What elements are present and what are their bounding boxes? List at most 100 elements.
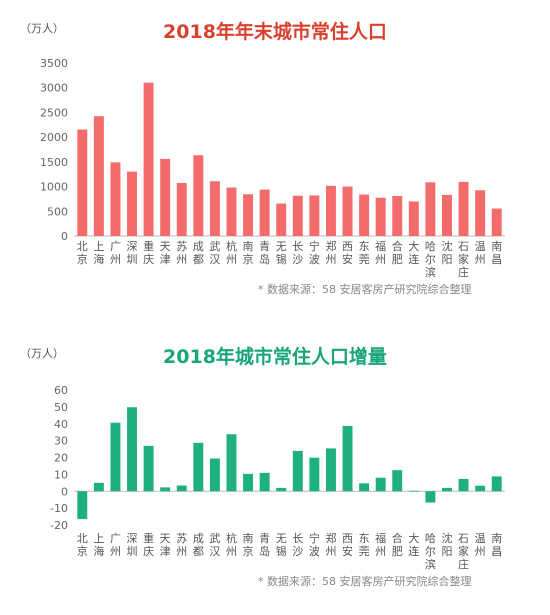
unit-label: （万人） — [20, 347, 64, 360]
category-label: 郑州 — [325, 239, 336, 266]
bar-南昌 — [491, 476, 502, 492]
bar-苏州 — [176, 485, 187, 492]
bar-哈尔滨 — [425, 182, 436, 236]
category-label: 成都 — [193, 532, 204, 558]
bar-北京 — [77, 129, 88, 236]
bar-温州 — [475, 485, 486, 492]
bar-东莞 — [359, 194, 370, 236]
category-label: 西安 — [342, 240, 353, 266]
bar-长沙 — [292, 450, 303, 492]
bar-南京 — [243, 473, 254, 492]
bar-广州 — [110, 162, 121, 236]
category-label: 沈阳 — [441, 239, 452, 266]
source-note: * 数据来源：58 安居客房产研究院综合整理 — [258, 282, 472, 296]
y-tick-label: -20 — [50, 519, 68, 532]
category-label: 长沙 — [292, 240, 303, 266]
bar-温州 — [475, 190, 486, 236]
bar-杭州 — [226, 187, 237, 236]
bar-广州 — [110, 422, 121, 492]
bar-杭州 — [226, 434, 237, 492]
y-tick-label: 30 — [54, 435, 68, 448]
category-label: 东莞 — [359, 240, 370, 266]
y-tick-label: 60 — [54, 384, 68, 397]
bar-福州 — [375, 197, 386, 236]
category-label: 福州 — [375, 531, 386, 558]
bar-宁波 — [309, 195, 320, 236]
bar-天津 — [160, 158, 171, 236]
y-tick-label: 1000 — [40, 181, 68, 194]
category-label: 杭州 — [226, 239, 237, 266]
category-label: 天津 — [160, 532, 171, 558]
category-label: 沈阳 — [441, 531, 452, 558]
category-label: 上海 — [93, 532, 104, 558]
bar-北京 — [77, 491, 88, 520]
bar-福州 — [375, 477, 386, 492]
source-note: * 数据来源：58 安居客房产研究院综合整理 — [258, 574, 472, 588]
category-label: 哈尔滨 — [425, 240, 436, 279]
category-label: 福州 — [375, 239, 386, 266]
category-label: 重庆 — [143, 239, 154, 266]
bar-无锡 — [276, 487, 287, 492]
category-label: 南京 — [243, 240, 254, 266]
category-label: 大连 — [408, 531, 419, 558]
bar-深圳 — [127, 407, 137, 492]
bar-青岛 — [259, 472, 270, 492]
category-label: 北京 — [77, 240, 88, 266]
category-label: 北京 — [77, 532, 88, 558]
y-tick-label: 2500 — [40, 106, 68, 119]
y-tick-label: 500 — [47, 205, 68, 218]
bar-长沙 — [292, 195, 303, 236]
bar-武汉 — [209, 181, 220, 236]
category-label: 温州 — [475, 532, 486, 558]
category-label: 合肥 — [392, 239, 403, 266]
chart-title: 2018年年末城市常住人口 — [163, 20, 387, 43]
bar-石家庄 — [458, 181, 469, 236]
category-label: 青岛 — [259, 240, 270, 266]
category-label: 广州 — [110, 240, 121, 266]
category-label: 深圳 — [127, 240, 138, 266]
bar-武汉 — [209, 458, 220, 492]
category-label: 哈尔滨 — [425, 532, 436, 571]
category-label: 石家庄 — [458, 240, 469, 279]
category-label: 重庆 — [143, 531, 154, 558]
y-tick-label: 20 — [54, 452, 68, 465]
bar-东莞 — [359, 483, 370, 492]
bar-无锡 — [276, 203, 287, 236]
y-tick-label: 3000 — [40, 82, 68, 95]
bar-大连 — [408, 201, 419, 236]
y-tick-label: 40 — [54, 418, 68, 431]
y-tick-label: 50 — [54, 401, 68, 414]
category-label: 无锡 — [276, 532, 287, 558]
bar-宁波 — [309, 457, 320, 492]
category-label: 西安 — [342, 532, 353, 558]
bar-沈阳 — [442, 194, 452, 236]
bar-天津 — [160, 487, 171, 492]
category-label: 郑州 — [325, 531, 336, 558]
category-label: 武汉 — [209, 240, 220, 266]
bar-南京 — [243, 194, 254, 236]
category-label: 深圳 — [127, 532, 138, 558]
bar-郑州 — [325, 448, 336, 492]
y-tick-label: 0 — [61, 230, 68, 243]
bar-西安 — [342, 425, 353, 492]
category-label: 上海 — [93, 240, 104, 266]
category-label: 天津 — [160, 240, 171, 266]
bar-成都 — [193, 442, 204, 492]
bar-沈阳 — [442, 487, 452, 492]
bar-合肥 — [392, 196, 403, 236]
category-label: 南昌 — [491, 532, 502, 558]
bar-南昌 — [491, 208, 502, 236]
category-label: 长沙 — [292, 532, 303, 558]
bar-深圳 — [127, 171, 137, 236]
category-label: 温州 — [475, 240, 486, 266]
bar-苏州 — [176, 183, 187, 236]
y-tick-label: -10 — [50, 502, 68, 515]
category-label: 大连 — [408, 239, 419, 266]
bar-石家庄 — [458, 478, 469, 492]
y-tick-label: 10 — [54, 468, 68, 481]
bar-上海 — [93, 116, 104, 236]
category-label: 宁波 — [309, 239, 320, 266]
chart-title: 2018年城市常住人口增量 — [163, 345, 387, 368]
